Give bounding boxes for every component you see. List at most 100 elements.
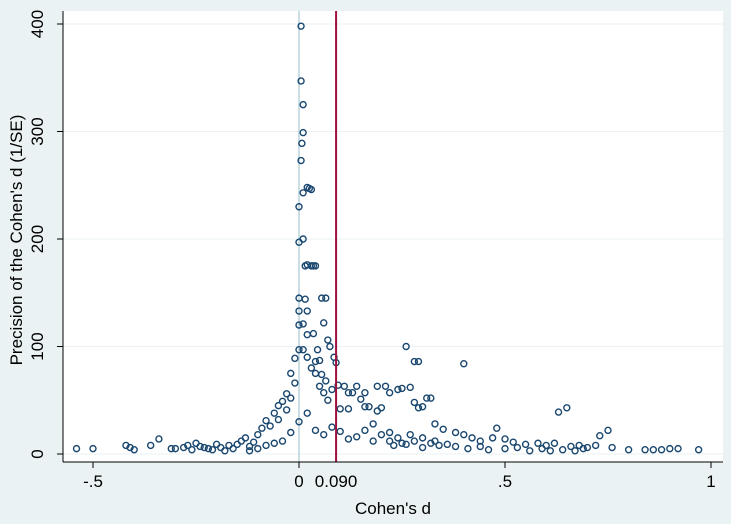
data-point bbox=[476, 442, 484, 451]
data-point bbox=[299, 189, 307, 197]
data-point bbox=[641, 446, 649, 454]
data-point bbox=[377, 404, 386, 412]
y-tick-label: 400 bbox=[28, 10, 47, 38]
data-point bbox=[328, 385, 336, 394]
y-axis-title: Precision of the Cohen's d (1/SE) bbox=[7, 115, 26, 366]
data-point bbox=[427, 439, 435, 447]
data-point bbox=[303, 307, 311, 315]
data-point bbox=[596, 432, 604, 440]
data-point bbox=[249, 438, 258, 446]
data-point bbox=[311, 426, 320, 435]
data-point bbox=[336, 427, 344, 436]
data-point bbox=[320, 430, 328, 439]
data-point bbox=[298, 139, 306, 148]
data-point bbox=[324, 336, 332, 344]
data-point bbox=[278, 437, 287, 445]
x-tick-label: 1 bbox=[706, 472, 715, 491]
data-point bbox=[361, 389, 369, 397]
data-point bbox=[229, 444, 237, 453]
data-point bbox=[171, 444, 180, 453]
data-point bbox=[385, 437, 394, 445]
data-point bbox=[534, 439, 542, 447]
data-point bbox=[509, 438, 517, 446]
data-point bbox=[200, 443, 208, 452]
data-point bbox=[245, 447, 254, 455]
data-point bbox=[443, 440, 452, 449]
data-point bbox=[287, 428, 295, 437]
data-point bbox=[324, 396, 332, 404]
data-point bbox=[460, 430, 468, 439]
y-tick-label: 0 bbox=[28, 449, 47, 458]
data-point bbox=[402, 440, 410, 449]
x-tick-label: .5 bbox=[498, 472, 512, 491]
data-point bbox=[184, 441, 192, 450]
data-point bbox=[270, 439, 278, 447]
data-point bbox=[418, 434, 427, 442]
data-point bbox=[303, 409, 311, 417]
data-point bbox=[309, 329, 318, 338]
data-point bbox=[385, 428, 394, 437]
data-point bbox=[297, 156, 305, 165]
data-point bbox=[410, 357, 419, 366]
data-point bbox=[394, 434, 402, 442]
data-point bbox=[287, 394, 295, 402]
data-point bbox=[674, 444, 682, 453]
data-point bbox=[427, 394, 435, 402]
data-point bbox=[357, 395, 365, 403]
data-point bbox=[571, 447, 579, 455]
data-point bbox=[390, 441, 398, 450]
data-point bbox=[344, 435, 353, 443]
data-point bbox=[501, 435, 509, 443]
data-point bbox=[373, 382, 381, 390]
data-point bbox=[583, 443, 592, 452]
data-point bbox=[315, 382, 324, 390]
data-point bbox=[365, 403, 373, 411]
data-point bbox=[493, 424, 501, 432]
data-point bbox=[317, 370, 326, 379]
data-point bbox=[291, 354, 299, 363]
data-point bbox=[167, 444, 175, 453]
data-point bbox=[402, 342, 410, 351]
data-point bbox=[291, 379, 299, 387]
data-point bbox=[394, 385, 402, 394]
data-point bbox=[414, 404, 423, 412]
data-point bbox=[204, 444, 213, 453]
y-tick-label: 100 bbox=[28, 332, 47, 360]
data-point bbox=[299, 320, 307, 328]
data-point bbox=[307, 185, 316, 194]
data-point bbox=[188, 446, 196, 454]
data-point bbox=[410, 398, 419, 407]
data-point bbox=[303, 353, 311, 361]
data-point bbox=[311, 357, 320, 366]
data-point bbox=[423, 394, 431, 402]
data-point bbox=[550, 439, 559, 447]
data-point bbox=[322, 294, 330, 302]
data-point bbox=[604, 426, 612, 435]
data-point bbox=[464, 444, 472, 453]
data-point bbox=[414, 357, 423, 366]
data-point bbox=[282, 390, 291, 398]
data-point bbox=[484, 446, 493, 454]
data-point bbox=[278, 397, 287, 406]
data-point bbox=[398, 439, 406, 447]
data-point bbox=[439, 425, 447, 433]
data-point bbox=[526, 447, 534, 455]
data-point bbox=[299, 128, 307, 137]
axes: 0 100 200 300 400 -.5 0 .5 1 bbox=[28, 10, 723, 491]
data-point bbox=[282, 406, 291, 414]
data-point bbox=[241, 434, 250, 442]
data-point bbox=[361, 426, 369, 435]
data-point bbox=[624, 446, 633, 454]
data-point bbox=[317, 294, 326, 302]
data-point bbox=[295, 321, 303, 329]
data-point bbox=[258, 424, 266, 432]
data-point bbox=[546, 447, 555, 455]
data-point bbox=[320, 319, 328, 327]
data-point bbox=[297, 77, 305, 85]
data-point bbox=[554, 408, 563, 416]
data-point bbox=[381, 382, 390, 390]
data-point bbox=[266, 422, 274, 430]
data-point bbox=[348, 389, 357, 397]
data-point bbox=[274, 415, 283, 424]
data-point bbox=[270, 409, 278, 417]
